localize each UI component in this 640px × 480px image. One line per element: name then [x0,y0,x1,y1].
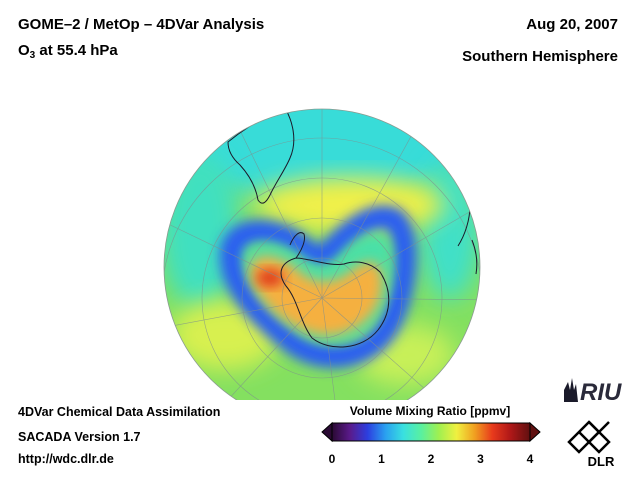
colorbar-tick-label: 4 [526,452,534,466]
colorbar-max-arrow [529,421,541,443]
species-suffix: at 55.4 hPa [35,42,118,59]
dlr-logo: DLR [567,420,615,469]
riu-logo: RIU [564,378,622,406]
analysis-date: Aug 20, 2007 [526,16,618,33]
colorbar-gradient [331,422,531,442]
antarctica-coast [280,257,390,348]
footer-version: SACADA Version 1.7 [18,430,141,444]
riu-logo-mark [564,378,578,402]
colorbar-title: Volume Mixing Ratio [ppmv] [349,404,511,418]
colorbar-min-arrow [321,421,333,443]
colorbar [321,421,541,443]
colorbar-tick-label: 3 [477,452,484,466]
species-prefix: O [18,42,30,59]
footer-url: http://wdc.dlr.de [18,452,114,466]
globe-outline [163,108,481,400]
dlr-logo-mark [567,420,611,454]
species-level-label: O3 at 55.4 hPa [18,42,118,61]
graticule [164,109,480,400]
east-coast-fragment [471,239,478,275]
east-cyan-patch [420,160,480,300]
ozone-globe-map [163,108,481,400]
figure-title: GOME–2 / MetOp – 4DVar Analysis [18,16,265,33]
riu-logo-text: RIU [580,379,622,406]
dlr-logo-text: DLR [588,454,615,469]
footer-system-name: 4DVar Chemical Data Assimilation [18,405,221,419]
ozone-maximum-red-spot [256,269,284,287]
species-subscript: 3 [29,50,36,61]
hemisphere-label: Southern Hemisphere [462,48,618,65]
colorbar-tick-label: 1 [378,452,385,466]
colorbar-tick-label: 0 [328,452,336,466]
polar-vortex-blue-collar [219,205,417,368]
antarctic-peninsula [289,232,305,259]
south-america-coast [227,109,295,204]
colorbar-tick-label: 2 [427,452,435,466]
